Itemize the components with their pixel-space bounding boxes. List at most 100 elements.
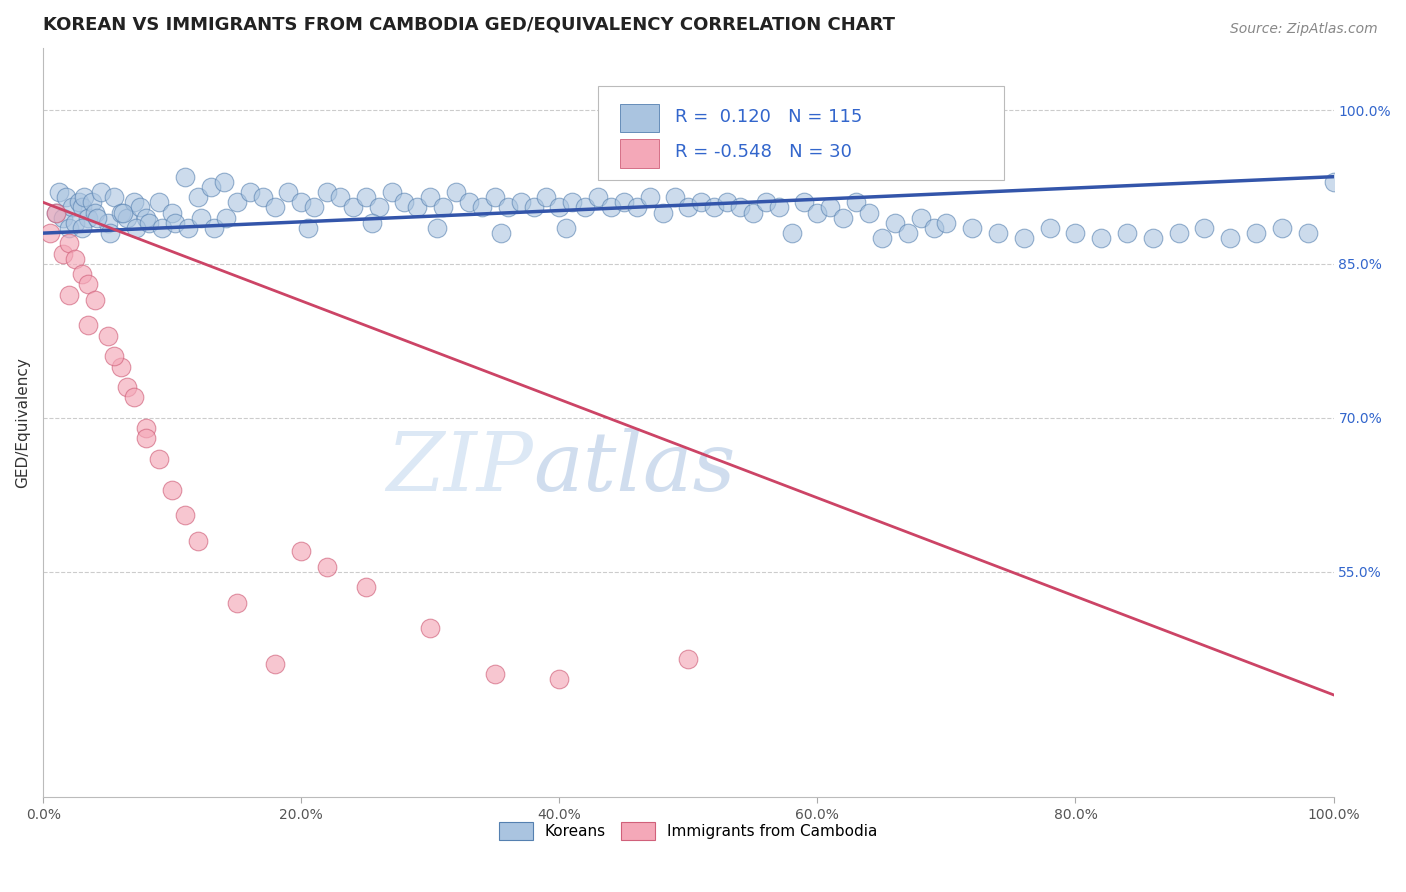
FancyBboxPatch shape (620, 103, 658, 132)
Point (1039, 221, 1062, 235)
Text: atlas: atlas (533, 428, 735, 508)
Point (845, 195, 868, 210)
Point (806, 205, 828, 219)
Point (202, 221, 225, 235)
Point (212, 175, 235, 189)
Point (67, 195, 90, 210)
Point (51, 211, 73, 225)
Point (600, 201, 623, 215)
Point (432, 201, 454, 215)
Point (509, 195, 531, 210)
Point (70, 221, 93, 235)
Point (651, 205, 673, 219)
Point (716, 195, 738, 210)
Point (858, 205, 880, 219)
Point (129, 201, 152, 215)
Point (83, 293, 105, 307)
Point (793, 195, 815, 210)
Point (574, 201, 596, 215)
Text: KOREAN VS IMMIGRANTS FROM CAMBODIA GED/EQUIVALENCY CORRELATION CHART: KOREAN VS IMMIGRANTS FROM CAMBODIA GED/E… (44, 15, 896, 33)
Point (160, 205, 183, 219)
Point (58, 236, 80, 251)
Point (548, 201, 571, 215)
Point (51, 246, 73, 260)
Point (910, 211, 932, 225)
Point (112, 205, 135, 219)
Point (122, 195, 145, 210)
Point (252, 190, 274, 204)
Point (1322, 175, 1344, 189)
Point (97, 328, 120, 343)
Point (1012, 231, 1035, 245)
Point (987, 226, 1010, 240)
Point (426, 221, 449, 235)
Point (419, 190, 441, 204)
Point (1244, 226, 1267, 240)
Point (150, 221, 173, 235)
Point (77, 318, 100, 333)
Point (678, 652, 700, 666)
Point (1296, 226, 1319, 240)
Point (187, 533, 209, 548)
Point (110, 205, 132, 219)
Point (329, 190, 352, 204)
Point (103, 349, 125, 363)
Point (73, 190, 96, 204)
Point (1090, 231, 1112, 245)
Point (277, 185, 299, 199)
Point (496, 201, 519, 215)
Point (1194, 221, 1216, 235)
Point (160, 483, 183, 497)
Point (690, 195, 713, 210)
Point (342, 201, 364, 215)
Legend: Koreans, Immigrants from Cambodia: Koreans, Immigrants from Cambodia (494, 816, 884, 846)
Point (419, 621, 441, 635)
Point (55, 190, 77, 204)
Point (65, 216, 87, 230)
Point (225, 195, 247, 210)
Point (554, 221, 576, 235)
Point (200, 180, 222, 194)
Point (820, 201, 842, 215)
Point (77, 211, 100, 225)
Point (215, 211, 238, 225)
Point (626, 201, 648, 215)
FancyBboxPatch shape (598, 86, 1004, 179)
Point (45, 205, 67, 219)
Point (122, 390, 145, 404)
Point (406, 201, 429, 215)
Point (883, 216, 905, 230)
Point (135, 421, 157, 435)
Point (302, 201, 325, 215)
Point (897, 226, 920, 240)
Point (613, 195, 636, 210)
Point (484, 190, 506, 204)
Point (870, 231, 893, 245)
Y-axis label: GED/Equivalency: GED/Equivalency (15, 358, 30, 489)
Point (148, 451, 170, 466)
Point (1142, 231, 1164, 245)
Point (187, 190, 209, 204)
Point (316, 559, 339, 574)
Point (190, 211, 212, 225)
Point (780, 226, 803, 240)
Point (83, 205, 105, 219)
Point (1271, 221, 1294, 235)
Point (135, 431, 157, 445)
Point (484, 667, 506, 681)
Point (536, 190, 558, 204)
Point (90, 185, 112, 199)
Point (110, 359, 132, 374)
Point (381, 185, 404, 199)
Point (367, 201, 389, 215)
Point (1064, 226, 1087, 240)
FancyBboxPatch shape (620, 139, 658, 168)
Point (678, 201, 700, 215)
Point (768, 201, 790, 215)
Point (148, 195, 170, 210)
Point (163, 216, 186, 230)
Point (491, 226, 513, 240)
Point (1167, 226, 1189, 240)
Point (264, 201, 287, 215)
Point (97, 216, 120, 230)
